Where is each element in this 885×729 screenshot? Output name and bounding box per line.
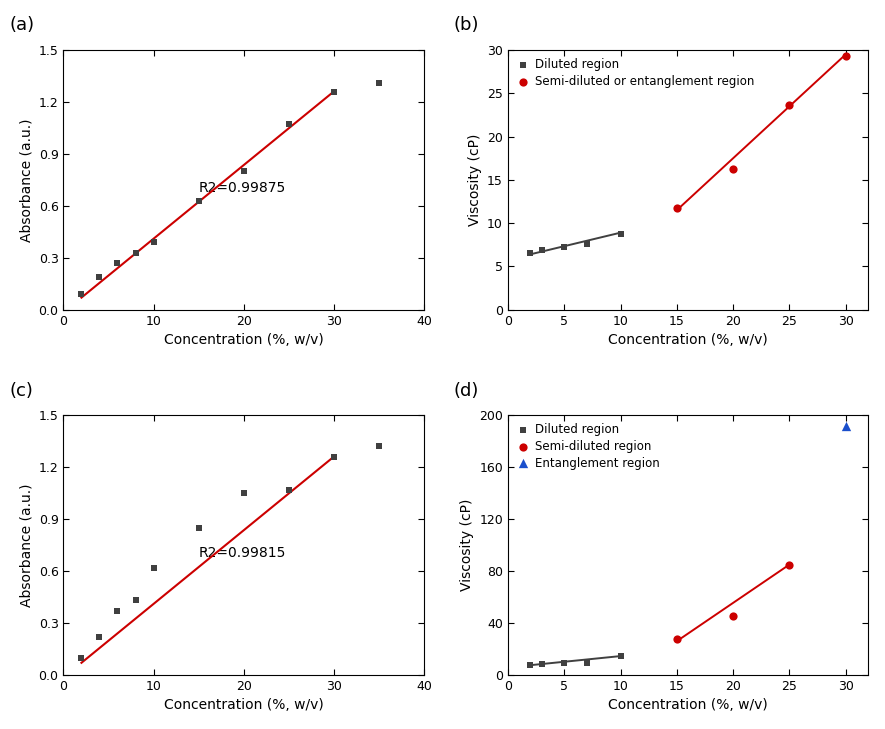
Diluted region — [523, 659, 537, 671]
Semi-diluted region — [670, 633, 684, 644]
Diluted region — [580, 657, 594, 668]
Legend: Diluted region, Semi-diluted or entanglement region: Diluted region, Semi-diluted or entangle… — [514, 56, 757, 90]
Point — [92, 631, 106, 643]
Point — [236, 487, 250, 499]
Point — [281, 119, 296, 130]
X-axis label: Concentration (%, w/v): Concentration (%, w/v) — [608, 333, 768, 347]
Point — [111, 605, 125, 617]
Y-axis label: Absorbance (a.u.): Absorbance (a.u.) — [19, 483, 33, 607]
Diluted region — [558, 241, 572, 253]
Point — [281, 484, 296, 496]
Text: (c): (c) — [10, 381, 34, 399]
Semi-diluted or entanglement region — [782, 100, 796, 112]
Semi-diluted or entanglement region — [839, 50, 853, 62]
Point — [128, 246, 142, 258]
Point — [128, 595, 142, 607]
X-axis label: Concentration (%, w/v): Concentration (%, w/v) — [164, 698, 324, 712]
Text: R2=0.99815: R2=0.99815 — [198, 546, 286, 560]
Text: (a): (a) — [10, 16, 35, 34]
Diluted region — [535, 658, 549, 670]
Text: R2=0.99875: R2=0.99875 — [198, 181, 286, 195]
Text: (b): (b) — [454, 16, 480, 34]
Y-axis label: Viscosity (cP): Viscosity (cP) — [467, 133, 481, 226]
Point — [191, 195, 205, 206]
Point — [146, 236, 160, 248]
Point — [372, 77, 386, 89]
Diluted region — [580, 238, 594, 250]
Point — [146, 562, 160, 574]
Point — [327, 451, 341, 463]
Semi-diluted or entanglement region — [726, 163, 740, 175]
Diluted region — [613, 650, 627, 662]
Point — [74, 288, 88, 300]
Text: (d): (d) — [454, 381, 479, 399]
Point — [327, 86, 341, 98]
Diluted region — [613, 227, 627, 239]
Entanglement region — [839, 420, 853, 432]
Diluted region — [535, 244, 549, 256]
X-axis label: Concentration (%, w/v): Concentration (%, w/v) — [164, 333, 324, 347]
Diluted region — [523, 248, 537, 260]
Semi-diluted or entanglement region — [670, 202, 684, 214]
Y-axis label: Absorbance (a.u.): Absorbance (a.u.) — [19, 118, 33, 241]
Point — [111, 257, 125, 269]
Semi-diluted region — [782, 558, 796, 570]
Semi-diluted region — [726, 611, 740, 623]
Legend: Diluted region, Semi-diluted region, Entanglement region: Diluted region, Semi-diluted region, Ent… — [514, 421, 662, 472]
X-axis label: Concentration (%, w/v): Concentration (%, w/v) — [608, 698, 768, 712]
Point — [191, 522, 205, 534]
Point — [92, 271, 106, 283]
Point — [74, 652, 88, 663]
Diluted region — [558, 658, 572, 669]
Y-axis label: Viscosity (cP): Viscosity (cP) — [459, 499, 473, 591]
Point — [372, 440, 386, 452]
Point — [236, 165, 250, 177]
